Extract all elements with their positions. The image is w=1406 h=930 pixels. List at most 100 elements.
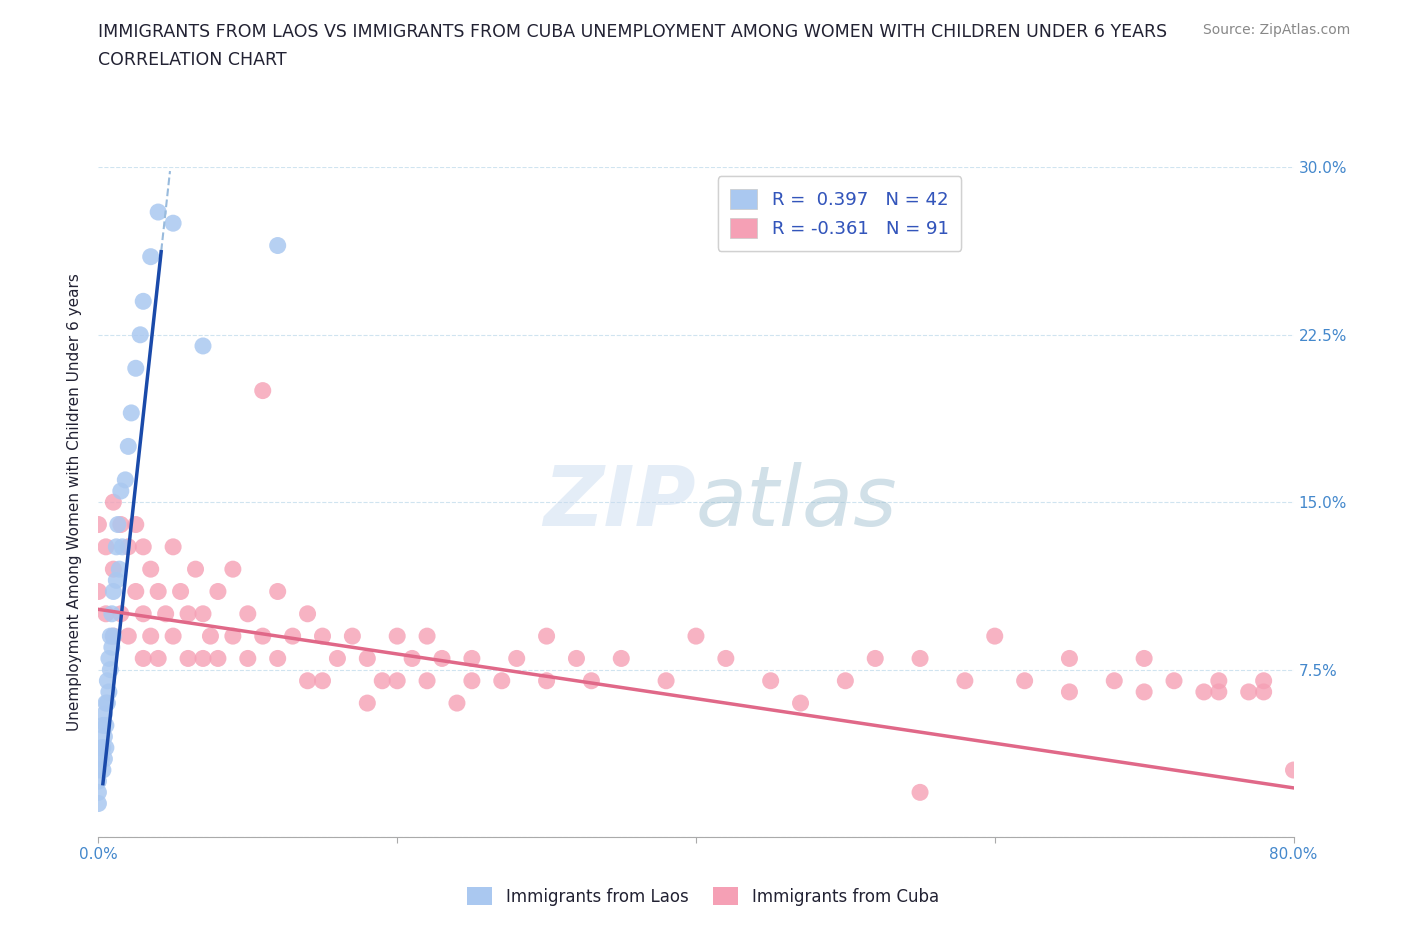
Point [1282,763,1305,777]
Point [191,651,214,666]
Point [96,673,118,688]
Point [132,606,155,621]
Point [222,562,245,577]
Point [105,573,128,588]
Point [236,651,259,666]
Point [101,606,124,621]
Point [655,673,678,688]
Point [191,339,214,353]
Point [177,606,200,621]
Point [169,584,191,599]
Point [311,673,333,688]
Point [356,696,378,711]
Point [1237,684,1260,699]
Point [148,205,170,219]
Point [94,696,117,711]
Point [148,651,170,666]
Text: Source: ZipAtlas.com: Source: ZipAtlas.com [1202,23,1350,37]
Point [117,539,139,554]
Point [267,238,290,253]
Point [162,539,184,554]
Point [252,629,274,644]
Point [97,684,120,699]
Point [297,606,319,621]
Legend: R =  0.397   N = 42, R = -0.361   N = 91: R = 0.397 N = 42, R = -0.361 N = 91 [717,177,962,250]
Point [94,740,117,755]
Point [91,718,114,733]
Point [148,584,170,599]
Point [184,562,207,577]
Point [93,707,115,722]
Point [87,796,110,811]
Point [100,662,122,677]
Point [1059,684,1081,699]
Point [94,606,117,621]
Point [789,696,811,711]
Point [162,629,184,644]
Point [94,539,117,554]
Point [87,763,110,777]
Point [685,629,707,644]
Text: atlas: atlas [696,461,897,543]
Point [714,651,737,666]
Point [114,472,136,487]
Point [90,740,112,755]
Point [385,673,409,688]
Point [200,629,222,644]
Point [207,651,229,666]
Point [461,651,484,666]
Point [297,673,319,688]
Point [356,651,378,666]
Point [101,640,124,655]
Point [87,785,110,800]
Point [1253,684,1275,699]
Point [155,606,177,621]
Point [610,651,633,666]
Point [87,774,110,789]
Point [132,651,155,666]
Point [953,673,976,688]
Point [1014,673,1036,688]
Point [491,673,513,688]
Point [1208,673,1230,688]
Point [132,294,155,309]
Point [865,651,887,666]
Point [1192,684,1215,699]
Point [91,763,114,777]
Point [103,562,125,577]
Point [281,629,304,644]
Point [416,673,439,688]
Point [125,517,148,532]
Point [110,484,132,498]
Point [416,629,439,644]
Point [90,751,112,766]
Point [87,584,110,599]
Point [125,361,148,376]
Point [162,216,184,231]
Point [139,562,162,577]
Point [908,785,931,800]
Point [267,584,290,599]
Text: ZIP: ZIP [543,461,696,543]
Point [97,651,120,666]
Point [1104,673,1126,688]
Point [581,673,603,688]
Point [129,327,152,342]
Point [326,651,349,666]
Point [536,673,558,688]
Point [93,751,115,766]
Point [87,517,110,532]
Point [401,651,423,666]
Point [108,562,131,577]
Point [110,517,132,532]
Point [1133,684,1156,699]
Point [191,606,214,621]
Point [110,606,132,621]
Point [536,629,558,644]
Point [139,629,162,644]
Point [117,439,139,454]
Point [105,539,128,554]
Point [91,740,114,755]
Point [93,729,115,744]
Point [506,651,529,666]
